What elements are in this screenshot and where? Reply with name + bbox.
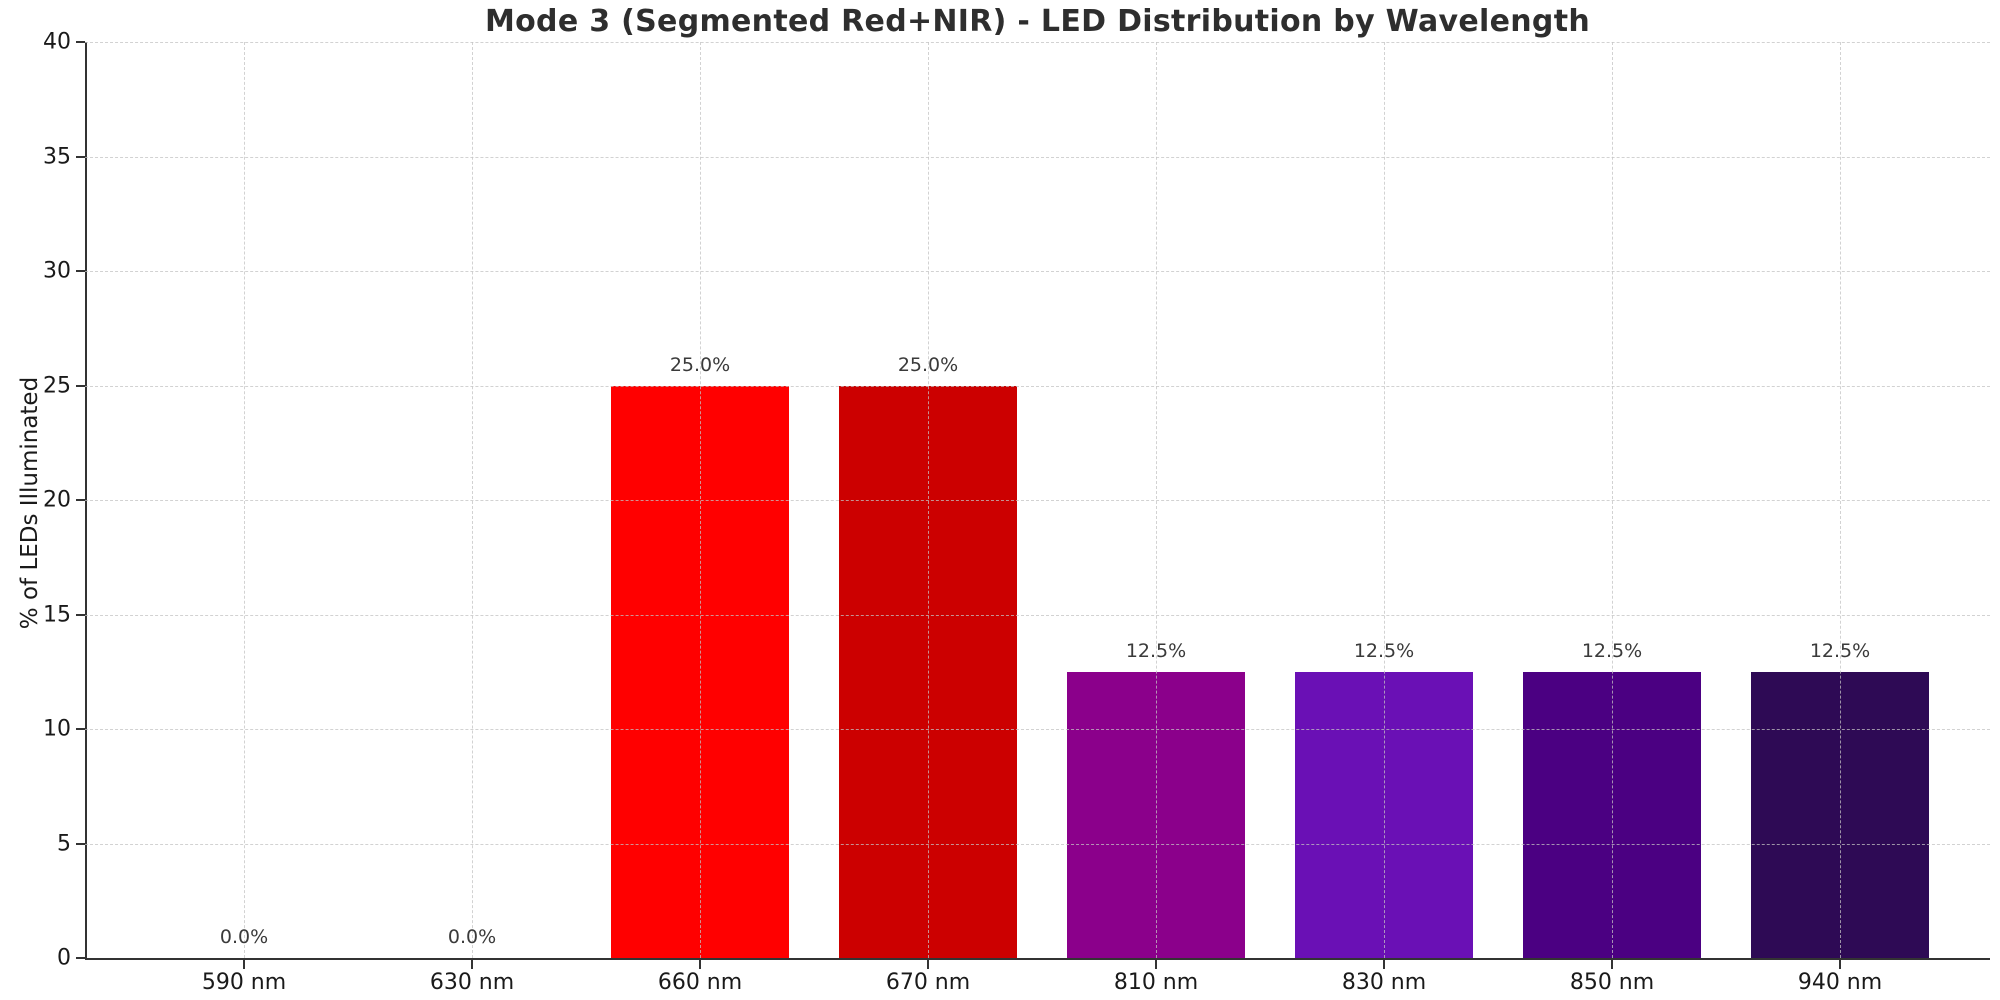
x-tick-label-4: 810 nm [1113, 970, 1199, 995]
y-axis-label: % of LEDs Illuminated [17, 376, 43, 630]
x-tick-mark-2 [699, 960, 701, 969]
x-tick-label-1: 630 nm [429, 970, 515, 995]
v-gridline-0 [244, 42, 245, 958]
y-tick-mark-10 [76, 728, 85, 730]
y-tick-mark-0 [76, 957, 85, 959]
v-gridline-2 [700, 42, 701, 958]
y-tick-mark-25 [76, 384, 85, 387]
y-tick-mark-5 [76, 842, 85, 845]
y-tick-label-35: 35 [43, 144, 71, 169]
v-gridline-4 [1156, 42, 1157, 958]
x-tick-label-7: 940 nm [1797, 970, 1883, 995]
y-tick-label-5: 5 [57, 831, 71, 856]
y-tick-label-0: 0 [57, 945, 71, 971]
bar-value-label-3: 25.0% [897, 353, 959, 376]
bar-value-label-5: 12.5% [1353, 639, 1415, 662]
h-gridline-30 [85, 271, 1990, 272]
x-tick-mark-1 [471, 960, 473, 969]
y-tick-label-20: 20 [43, 487, 71, 513]
x-tick-label-5: 830 nm [1341, 970, 1427, 995]
x-tick-mark-7 [1839, 960, 1841, 969]
chart-title: Mode 3 (Segmented Red+NIR) - LED Distrib… [484, 4, 1591, 39]
x-tick-label-3: 670 nm [885, 970, 971, 995]
y-tick-mark-40 [76, 41, 85, 43]
h-gridline-20 [85, 500, 1990, 501]
bar-value-label-2: 25.0% [669, 353, 731, 376]
bar-value-label-4: 12.5% [1125, 639, 1187, 662]
bar-value-label-1: 0.0% [447, 926, 497, 948]
bar-value-label-0: 0.0% [219, 926, 269, 948]
x-tick-mark-0 [243, 960, 245, 969]
h-gridline-15 [85, 614, 1990, 616]
h-gridline-35 [85, 156, 1990, 158]
x-tick-mark-6 [1611, 960, 1613, 969]
v-gridline-5 [1384, 42, 1385, 958]
x-tick-mark-4 [1155, 960, 1157, 969]
y-tick-label-15: 15 [43, 602, 71, 627]
v-gridline-3 [928, 42, 929, 958]
h-gridline-25 [85, 385, 1990, 387]
h-gridline-10 [85, 729, 1990, 730]
bar-value-label-7: 12.5% [1809, 639, 1871, 662]
x-tick-mark-3 [927, 960, 929, 969]
x-axis-spine [85, 958, 1990, 960]
h-gridline-40 [85, 42, 1990, 43]
y-tick-label-40: 40 [43, 29, 71, 55]
y-tick-mark-15 [76, 613, 85, 616]
v-gridline-1 [472, 42, 473, 958]
y-tick-label-10: 10 [43, 716, 71, 742]
x-tick-label-6: 850 nm [1569, 970, 1655, 995]
y-tick-label-30: 30 [43, 258, 71, 284]
h-gridline-5 [85, 843, 1990, 845]
x-tick-label-2: 660 nm [657, 970, 743, 995]
y-tick-mark-20 [76, 499, 85, 501]
x-tick-mark-5 [1383, 960, 1385, 969]
plot-area: 0 5 10 15 20 25 30 35 40 590 nm 0.0% 630 nm 0.0% 660 … [43, 30, 1990, 995]
y-tick-mark-35 [76, 155, 85, 158]
v-gridline-7 [1840, 42, 1841, 958]
x-tick-label-0: 590 nm [201, 970, 287, 995]
y-tick-label-25: 25 [43, 373, 71, 398]
y-tick-mark-30 [76, 270, 85, 272]
v-gridline-6 [1612, 42, 1613, 958]
bar-value-label-6: 12.5% [1581, 639, 1643, 662]
